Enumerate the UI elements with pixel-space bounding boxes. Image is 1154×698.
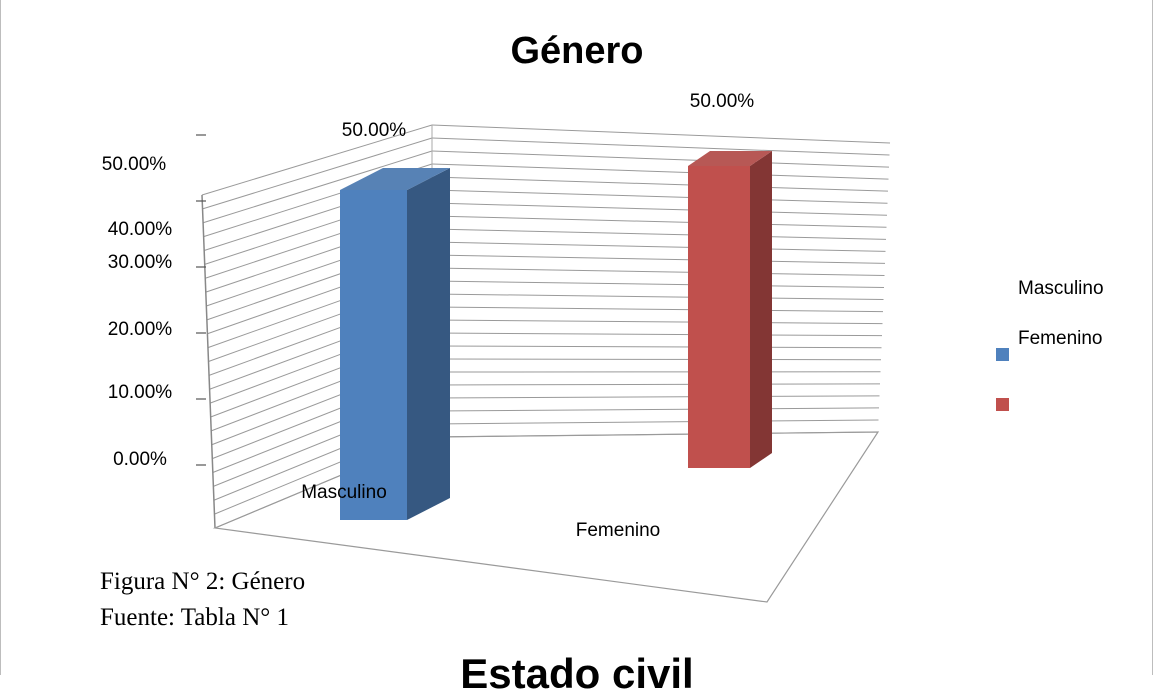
data-labels: 50.00% 50.00% (342, 91, 755, 141)
chart-frame: Género 0.00%10.00%20.00%30.00%40.00%50.0… (0, 0, 1154, 675)
y-tick-label: 20.00% (108, 319, 173, 340)
next-section-heading: Estado civil (0, 650, 1154, 698)
gridline (432, 320, 883, 324)
gridline (432, 346, 882, 348)
gridline (432, 359, 881, 360)
legend-swatch (996, 398, 1009, 411)
gridline (432, 333, 882, 336)
legend: Masculino Femenino (996, 278, 1104, 411)
gridline (432, 408, 879, 411)
category-label: Femenino (576, 520, 661, 541)
bar-masculino-front (340, 190, 407, 520)
gridline (432, 151, 889, 167)
data-label: 50.00% (690, 91, 755, 112)
floor-outline (215, 432, 878, 602)
legend-label: Femenino (1018, 328, 1103, 349)
gridline (432, 190, 888, 203)
y-tick-label: 10.00% (108, 382, 173, 403)
legend-swatch (996, 348, 1009, 361)
gridline (432, 255, 885, 263)
data-label: 50.00% (342, 120, 407, 141)
gridlines (202, 125, 890, 528)
gridline (432, 177, 888, 191)
y-tick-labels: 0.00% 10.00% 20.00% 30.00% 40.00% 50.00% (102, 154, 173, 470)
bar-femenino-side (750, 151, 772, 468)
gridline (432, 216, 887, 227)
gridline (432, 229, 886, 239)
category-label: Masculino (301, 482, 387, 503)
gridline (432, 268, 885, 275)
source-caption: Fuente: Tabla N° 1 (100, 604, 289, 632)
gridline (432, 164, 889, 179)
y-tick-label: 40.00% (108, 219, 173, 240)
left-wall-edge (202, 195, 215, 528)
gridline (432, 307, 883, 312)
y-tick-label: 0.00% (113, 449, 167, 470)
bar-masculino-side (407, 168, 450, 520)
y-tick-label: 30.00% (108, 252, 173, 273)
gridline (432, 242, 886, 251)
plot-walls (196, 125, 878, 602)
gridline (432, 420, 879, 424)
y-tick-label: 50.00% (102, 154, 167, 175)
gridline (432, 203, 887, 215)
gridline (432, 281, 884, 288)
gridline (432, 294, 884, 300)
legend-label: Masculino (1018, 278, 1104, 299)
gridline (432, 384, 880, 385)
figure-caption: Figura N° 2: Género (100, 568, 305, 596)
bar-femenino-front (688, 166, 750, 468)
gridline (432, 396, 880, 398)
